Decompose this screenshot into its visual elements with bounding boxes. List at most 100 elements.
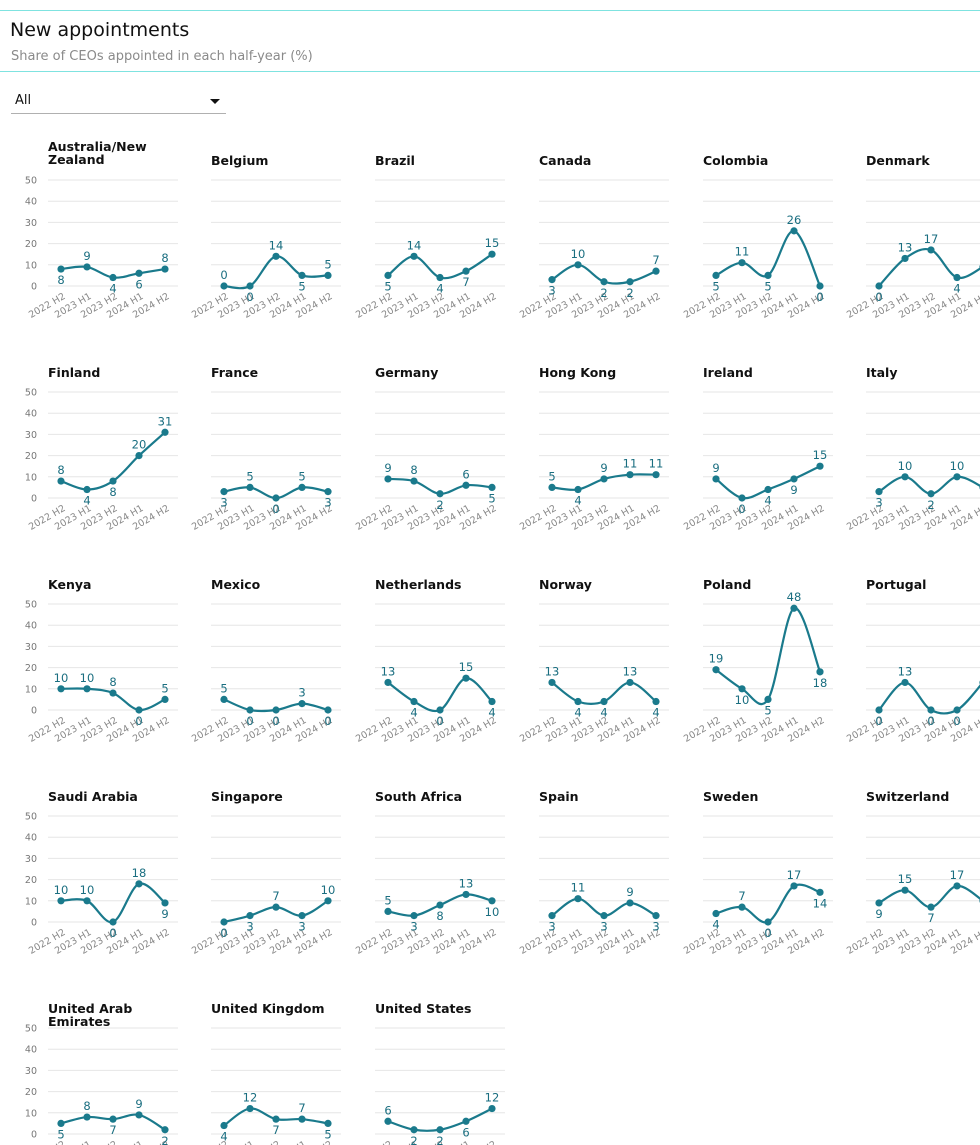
data-label: 4: [953, 282, 960, 296]
data-label: 10: [898, 459, 913, 473]
data-label: 5: [764, 703, 771, 717]
data-point: [738, 494, 746, 502]
panel-south-africa: South Africa 2022 H2 2023 H1 2023 H2 2024 H1…: [327, 776, 505, 981]
data-point: [324, 488, 332, 496]
data-label: 3: [410, 920, 417, 934]
data-label: 9: [384, 461, 391, 475]
panel-sweden: Sweden 2022 H2 2023 H1 2023 H2 2024 H1 2024 H…: [655, 776, 833, 981]
y-tick-label: 0: [31, 494, 37, 505]
panel-france: France 2022 H2 2023 H1 2023 H2 2024 H1 2024 H…: [163, 352, 341, 557]
data-point: [712, 909, 720, 918]
data-point: [462, 1117, 470, 1125]
data-point: [764, 485, 772, 494]
data-label: 8: [83, 1099, 90, 1113]
data-label: 0: [927, 714, 934, 728]
data-label: 4: [220, 1130, 227, 1144]
data-point: [410, 252, 418, 260]
data-point: [548, 276, 556, 284]
data-point: [927, 706, 935, 714]
data-label: 7: [272, 889, 279, 903]
data-point: [109, 477, 117, 485]
data-point: [384, 678, 392, 687]
data-point: [109, 273, 117, 282]
panel-title: Ireland: [703, 365, 753, 380]
region-filter-dropdown[interactable]: All: [11, 88, 226, 114]
y-tick-label: 10: [25, 896, 37, 907]
panel-title: Mexico: [211, 577, 261, 592]
panel-canada: Canada 2022 H2 2023 H1 2023 H2 2024 H1 2024 H…: [491, 140, 669, 345]
data-label: 8: [436, 909, 443, 923]
data-point: [816, 668, 824, 676]
data-label: 9: [600, 461, 607, 475]
series-line: [223, 255, 329, 290]
data-point: [410, 477, 418, 485]
data-label: 5: [220, 681, 227, 695]
data-point: [57, 685, 65, 693]
data-label: 7: [462, 275, 469, 289]
data-point: [927, 490, 935, 498]
data-label: 13: [545, 664, 560, 678]
data-point: [161, 1126, 169, 1134]
data-point: [246, 706, 254, 714]
panel-norway: Norway 2022 H2 2023 H1 2023 H2 2024 H1 2024 H…: [491, 564, 669, 769]
y-tick-label: 30: [25, 854, 37, 865]
series-line: [60, 882, 166, 924]
data-point: [927, 246, 935, 254]
y-tick-label: 0: [31, 706, 37, 717]
data-label: 4: [600, 706, 607, 720]
data-label: 2: [410, 1134, 417, 1145]
data-label: 3: [298, 920, 305, 934]
data-point: [246, 483, 254, 491]
data-point: [324, 1119, 332, 1127]
data-label: 19: [709, 652, 724, 666]
y-tick-label: 0: [31, 1130, 37, 1141]
data-label: 7: [738, 889, 745, 903]
data-point: [548, 483, 556, 491]
data-point: [574, 697, 582, 706]
y-tick-label: 10: [25, 260, 37, 271]
data-point: [600, 278, 608, 286]
data-label: 48: [787, 590, 802, 604]
y-tick-label: 50: [25, 1024, 37, 1035]
data-point: [384, 475, 392, 483]
data-point: [436, 901, 444, 909]
panel-colombia: Colombia 2022 H2 2023 H1 2023 H2 2024 H1 2024…: [655, 140, 833, 345]
panel-title: France: [211, 365, 259, 380]
data-label: 9: [161, 907, 168, 921]
data-label: 8: [410, 463, 417, 477]
panel-belgium: Belgium 2022 H2 2023 H1 2023 H2 2024 H1 2024 …: [163, 140, 341, 345]
data-label: 0: [738, 502, 745, 516]
data-point: [652, 697, 660, 706]
panel-hong-kong: Hong Kong 2022 H2 2023 H1 2023 H2 2024 H1 202…: [491, 352, 669, 557]
data-point: [626, 899, 634, 907]
panel-portugal: Portugal 2022 H2 2023 H1 2023 H2 2024 H1 2024…: [818, 564, 980, 769]
panel-title: Italy: [866, 365, 898, 380]
data-point: [220, 282, 228, 290]
data-point: [652, 267, 660, 275]
data-label: 13: [898, 664, 913, 678]
data-point: [384, 1117, 392, 1125]
data-point: [764, 918, 772, 926]
data-label: 9: [83, 249, 90, 263]
data-point: [83, 685, 91, 693]
data-point: [901, 473, 909, 481]
y-tick-label: 40: [25, 621, 37, 632]
data-point: [410, 697, 418, 706]
data-label: 15: [459, 660, 474, 674]
series-line: [715, 607, 822, 706]
data-label: 7: [272, 1123, 279, 1137]
data-point: [901, 886, 909, 894]
data-point: [462, 890, 470, 899]
panel-ireland: Ireland 2022 H2 2023 H1 2023 H2 2024 H1 2024 …: [655, 352, 833, 557]
data-label: 6: [462, 1125, 469, 1139]
data-point: [790, 227, 798, 235]
panel-title: Poland: [703, 577, 752, 592]
